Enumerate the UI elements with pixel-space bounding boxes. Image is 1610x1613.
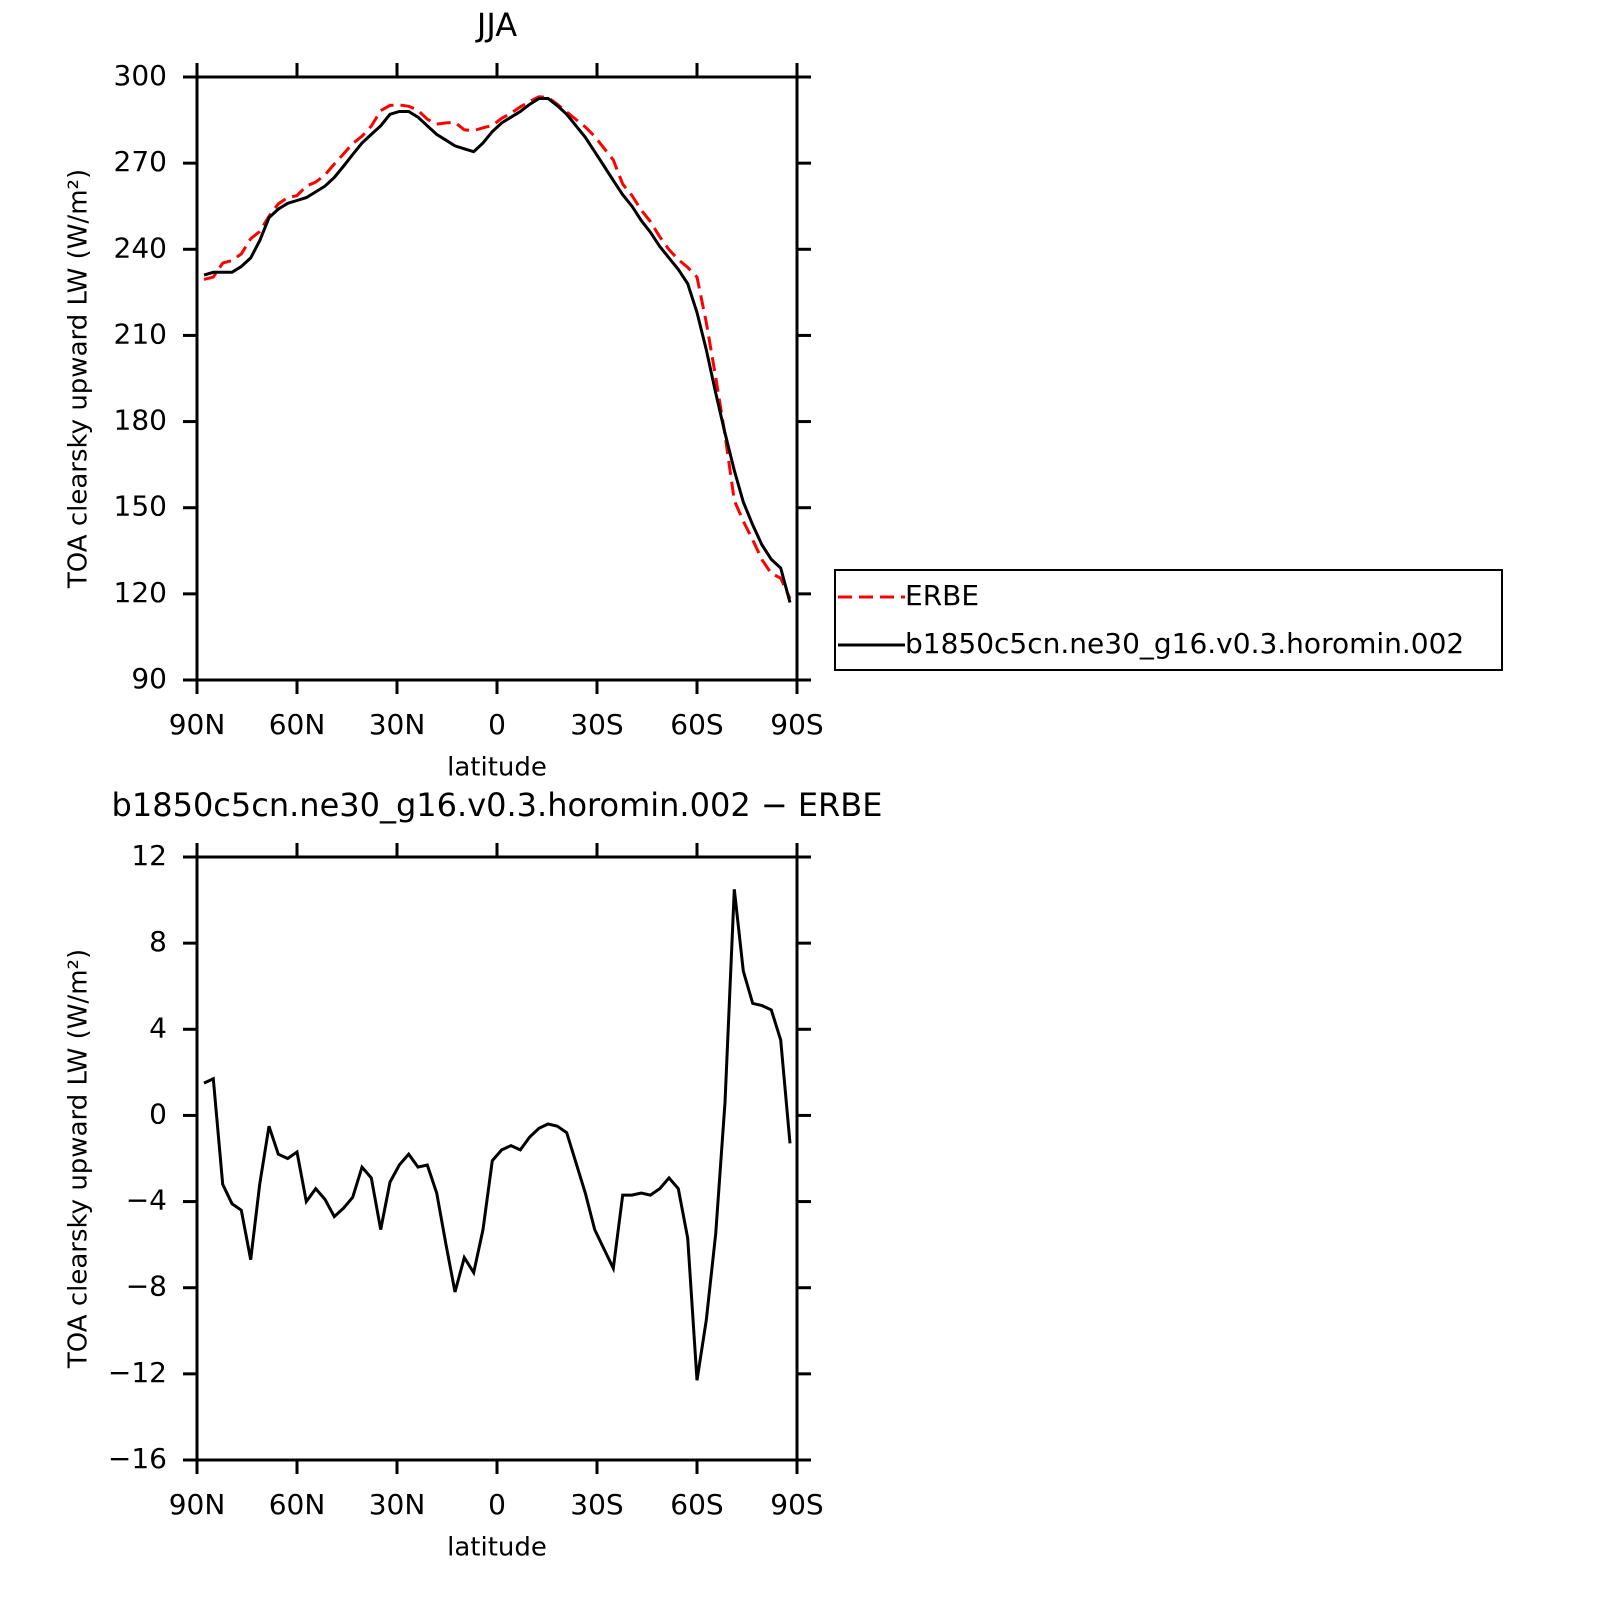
y-axis-label: TOA clearsky upward LW (W/m²) bbox=[64, 949, 94, 1369]
chart-title: JJA bbox=[475, 6, 517, 44]
plot-frame bbox=[195, 855, 799, 1462]
y-tick-label: −16 bbox=[108, 1442, 167, 1475]
legend-label: ERBE bbox=[905, 579, 979, 612]
chart: JJA latitude TOA clearsky upward LW (W/m²)… bbox=[64, 6, 1503, 783]
y-axis-label: TOA clearsky upward LW (W/m²) bbox=[64, 169, 94, 589]
x-tick-label: 60S bbox=[670, 708, 723, 741]
legend: ERBE b1850c5cn.ne30_g16.v0.3.horomin.002 bbox=[834, 569, 1503, 671]
y-tick-label: 120 bbox=[114, 576, 167, 609]
y-tick-label: 0 bbox=[149, 1097, 167, 1130]
x-tick-label: 30S bbox=[570, 1488, 623, 1521]
x-tick-label: 30N bbox=[369, 1488, 426, 1521]
x-tick-label: 90N bbox=[169, 708, 226, 741]
y-tick-label: −4 bbox=[126, 1184, 167, 1217]
x-tick-label: 90S bbox=[770, 1488, 823, 1521]
y-tick-label: 12 bbox=[131, 839, 167, 872]
chart-title: b1850c5cn.ne30_g16.v0.3.horomin.002 − ER… bbox=[112, 786, 883, 824]
x-tick-label: 60S bbox=[670, 1488, 723, 1521]
x-tick-label: 90N bbox=[169, 1488, 226, 1521]
y-tick-label: 90 bbox=[131, 662, 167, 695]
x-axis-label: latitude bbox=[447, 753, 547, 783]
legend-box bbox=[834, 569, 1503, 671]
data-line bbox=[203, 97, 792, 603]
x-axis-label: latitude bbox=[447, 1533, 547, 1563]
y-tick-label: −8 bbox=[126, 1270, 167, 1303]
plot-frame bbox=[195, 75, 799, 682]
data-line bbox=[203, 889, 792, 1381]
x-tick-label: 90S bbox=[770, 708, 823, 741]
x-tick-label: 60N bbox=[269, 708, 326, 741]
y-tick-label: 4 bbox=[149, 1011, 167, 1044]
y-tick-label: 270 bbox=[114, 145, 167, 178]
x-tick-label: 0 bbox=[488, 708, 506, 741]
x-tick-label: 30S bbox=[570, 708, 623, 741]
y-tick-label: 150 bbox=[114, 490, 167, 523]
data-line bbox=[203, 95, 792, 600]
x-tick-label: 60N bbox=[269, 1488, 326, 1521]
y-tick-label: 240 bbox=[114, 231, 167, 264]
chart: b1850c5cn.ne30_g16.v0.3.horomin.002 − ER… bbox=[64, 786, 883, 1563]
y-tick-label: 300 bbox=[114, 59, 167, 92]
y-tick-label: 8 bbox=[149, 925, 167, 958]
y-tick-label: −12 bbox=[108, 1356, 167, 1389]
legend-label: b1850c5cn.ne30_g16.v0.3.horomin.002 bbox=[905, 627, 1464, 660]
y-tick-label: 180 bbox=[114, 404, 167, 437]
y-tick-label: 210 bbox=[114, 317, 167, 350]
x-tick-label: 30N bbox=[369, 708, 426, 741]
x-tick-label: 0 bbox=[488, 1488, 506, 1521]
